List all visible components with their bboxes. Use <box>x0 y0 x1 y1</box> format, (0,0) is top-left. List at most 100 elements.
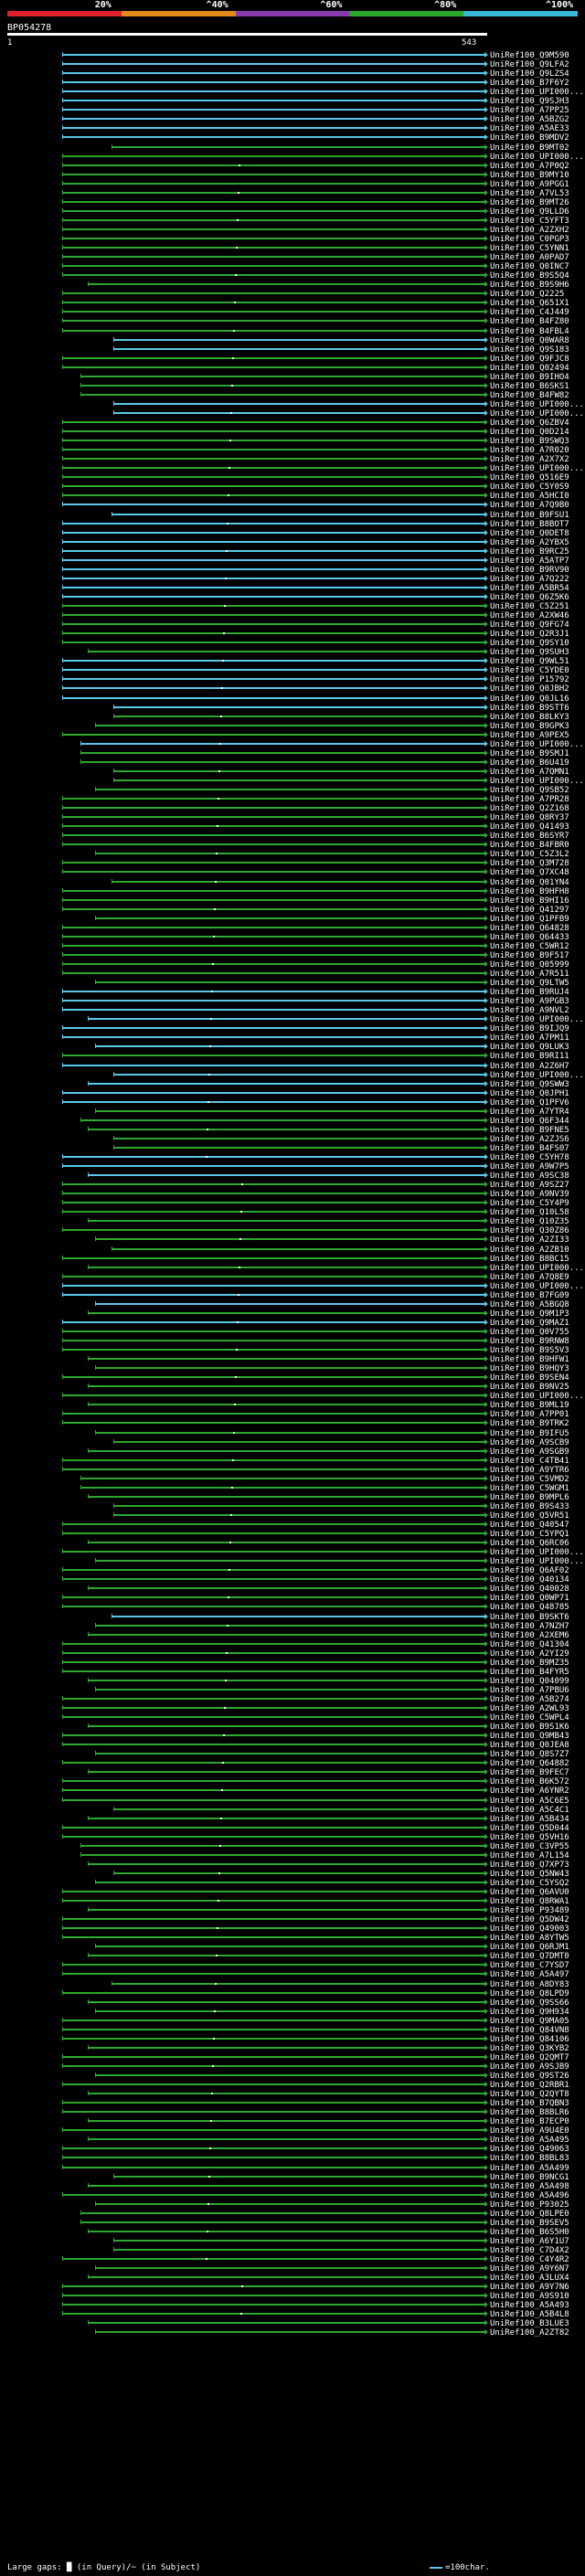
hit-bar[interactable] <box>80 376 485 377</box>
hit-label[interactable]: UniRef100_Q7DMT0 <box>490 1952 569 1961</box>
hit-bar[interactable] <box>62 2019 485 2021</box>
hit-label[interactable]: UniRef100_A9PGB3 <box>490 997 569 1006</box>
hit-label[interactable]: UniRef100_A7PP01 <box>490 1410 569 1419</box>
hit-label[interactable]: UniRef100_B9TRK2 <box>490 1419 569 1428</box>
hit-label[interactable]: UniRef100_Q9SJH3 <box>490 97 569 106</box>
hit-label[interactable]: UniRef100_B9FEC7 <box>490 1768 569 1777</box>
hit-bar[interactable] <box>62 421 485 423</box>
hit-label[interactable]: UniRef100_Q6Z5K6 <box>490 593 569 602</box>
hit-bar[interactable] <box>62 899 485 901</box>
hit-label[interactable]: UniRef100_A9SZ27 <box>490 1181 569 1190</box>
hit-bar[interactable] <box>62 578 485 579</box>
hit-label[interactable]: UniRef100_A9SCB9 <box>490 1438 569 1447</box>
hit-label[interactable]: UniRef100_A5A495 <box>490 2136 569 2145</box>
hit-bar[interactable] <box>113 412 485 414</box>
hit-bar[interactable] <box>62 908 485 910</box>
hit-label[interactable]: UniRef100_A6Y1U7 <box>490 2237 569 2246</box>
hit-label[interactable]: UniRef100_B6SYR7 <box>490 832 569 841</box>
hit-label[interactable]: UniRef100_Q02494 <box>490 364 569 373</box>
hit-bar[interactable] <box>62 1101 485 1103</box>
hit-bar[interactable] <box>80 2221 485 2223</box>
hit-label[interactable]: UniRef100_A2X7X2 <box>490 455 569 464</box>
hit-bar[interactable] <box>95 789 485 790</box>
hit-label[interactable]: UniRef100_C5YSQ2 <box>490 1879 569 1888</box>
hit-label[interactable]: UniRef100_Q5DW42 <box>490 1915 569 1924</box>
hit-label[interactable]: UniRef100_Q8LPD9 <box>490 1989 569 1998</box>
hit-label[interactable]: UniRef100_Q0JPH1 <box>490 1089 569 1098</box>
hit-label[interactable]: UniRef100_Q7XP73 <box>490 1860 569 1870</box>
hit-bar[interactable] <box>95 1753 485 1754</box>
hit-label[interactable]: UniRef100_B7QBN3 <box>490 2099 569 2108</box>
hit-label[interactable]: UniRef100_A9S910 <box>490 2292 569 2301</box>
hit-bar[interactable] <box>62 1936 485 1938</box>
hit-bar[interactable] <box>62 991 485 992</box>
hit-label[interactable]: UniRef100_A2XEM6 <box>490 1631 569 1640</box>
hit-bar[interactable] <box>62 1211 485 1213</box>
hit-bar[interactable] <box>62 1716 485 1718</box>
hit-label[interactable]: UniRef100_B4FBL4 <box>490 327 569 336</box>
hit-bar[interactable] <box>62 1643 485 1645</box>
hit-label[interactable]: UniRef100_B9S5V3 <box>490 1346 569 1355</box>
hit-label[interactable]: UniRef100_B6S5H0 <box>490 2228 569 2237</box>
hit-label[interactable]: UniRef100_A7QMN1 <box>490 768 569 777</box>
hit-label[interactable]: UniRef100_B4FYR5 <box>490 1668 569 1677</box>
hit-label[interactable]: UniRef100_B9HI16 <box>490 896 569 906</box>
hit-label[interactable]: UniRef100_UPI000... <box>490 777 584 786</box>
hit-bar[interactable] <box>62 1340 485 1341</box>
hit-bar[interactable] <box>62 559 485 561</box>
hit-bar[interactable] <box>112 514 485 515</box>
hit-bar[interactable] <box>62 357 485 359</box>
hit-label[interactable]: UniRef100_C7YSD7 <box>490 1961 569 1970</box>
hit-label[interactable]: UniRef100_Q04099 <box>490 1677 569 1686</box>
hit-bar[interactable] <box>62 1973 485 1975</box>
hit-bar[interactable] <box>62 1202 485 1203</box>
hit-bar[interactable] <box>62 2285 485 2287</box>
hit-bar[interactable] <box>62 2038 485 2040</box>
hit-bar[interactable] <box>113 348 485 350</box>
hit-label[interactable]: UniRef100_B9RI11 <box>490 1052 569 1061</box>
hit-label[interactable]: UniRef100_A9Y7N6 <box>490 2283 569 2292</box>
hit-bar[interactable] <box>62 1927 485 1929</box>
hit-label[interactable]: UniRef100_A9Y6N7 <box>490 2264 569 2274</box>
hit-label[interactable]: UniRef100_A7VL53 <box>490 189 569 198</box>
hit-label[interactable]: UniRef100_Q9LUK3 <box>490 1043 569 1052</box>
hit-label[interactable]: UniRef100_Q2225 <box>490 290 565 299</box>
hit-bar[interactable] <box>62 1964 485 1966</box>
hit-label[interactable]: UniRef100_Q9M590 <box>490 51 569 60</box>
hit-label[interactable]: UniRef100_Q48785 <box>490 1603 569 1612</box>
hit-label[interactable]: UniRef100_B9RV90 <box>490 566 569 575</box>
hit-bar[interactable] <box>113 403 485 405</box>
hit-label[interactable]: UniRef100_Q84VN8 <box>490 2026 569 2035</box>
hit-bar[interactable] <box>62 1092 485 1094</box>
hit-label[interactable]: UniRef100_B9SEN4 <box>490 1373 569 1383</box>
hit-label[interactable]: UniRef100_P93489 <box>490 1906 569 1915</box>
hit-bar[interactable] <box>62 2304 485 2306</box>
hit-label[interactable]: UniRef100_Q9SB52 <box>490 786 569 795</box>
hit-label[interactable]: UniRef100_A7PBU6 <box>490 1686 569 1695</box>
hit-label[interactable]: UniRef100_B9S5Q4 <box>490 271 569 281</box>
hit-label[interactable]: UniRef100_B4FW82 <box>490 391 569 400</box>
hit-bar[interactable] <box>88 1312 485 1314</box>
hit-bar[interactable] <box>62 1330 485 1332</box>
hit-bar[interactable] <box>62 798 485 800</box>
hit-label[interactable]: UniRef100_A9SJB9 <box>490 2062 569 2072</box>
hit-label[interactable]: UniRef100_UPI000... <box>490 1557 584 1566</box>
hit-bar[interactable] <box>62 936 485 938</box>
hit-bar[interactable] <box>95 1367 485 1369</box>
hit-bar[interactable] <box>88 1725 485 1727</box>
hit-label[interactable]: UniRef100_Q6ZBV4 <box>490 419 569 428</box>
hit-label[interactable]: UniRef100_Q0JL16 <box>490 694 569 704</box>
hit-label[interactable]: UniRef100_A5C4C1 <box>490 1806 569 1815</box>
hit-label[interactable]: UniRef100_B9GPK3 <box>490 722 569 731</box>
hit-bar[interactable] <box>62 1918 485 1920</box>
hit-label[interactable]: UniRef100_Q0DET8 <box>490 529 569 538</box>
hit-bar[interactable] <box>88 1358 485 1360</box>
hit-bar[interactable] <box>95 1560 485 1562</box>
hit-label[interactable]: UniRef100_C5VMD2 <box>490 1475 569 1484</box>
hit-bar[interactable] <box>62 954 485 956</box>
hit-label[interactable]: UniRef100_C5YFT3 <box>490 217 569 226</box>
hit-bar[interactable] <box>62 825 485 827</box>
hit-bar[interactable] <box>62 201 485 203</box>
hit-label[interactable]: UniRef100_Q0D214 <box>490 428 569 437</box>
hit-bar[interactable] <box>62 1055 485 1056</box>
